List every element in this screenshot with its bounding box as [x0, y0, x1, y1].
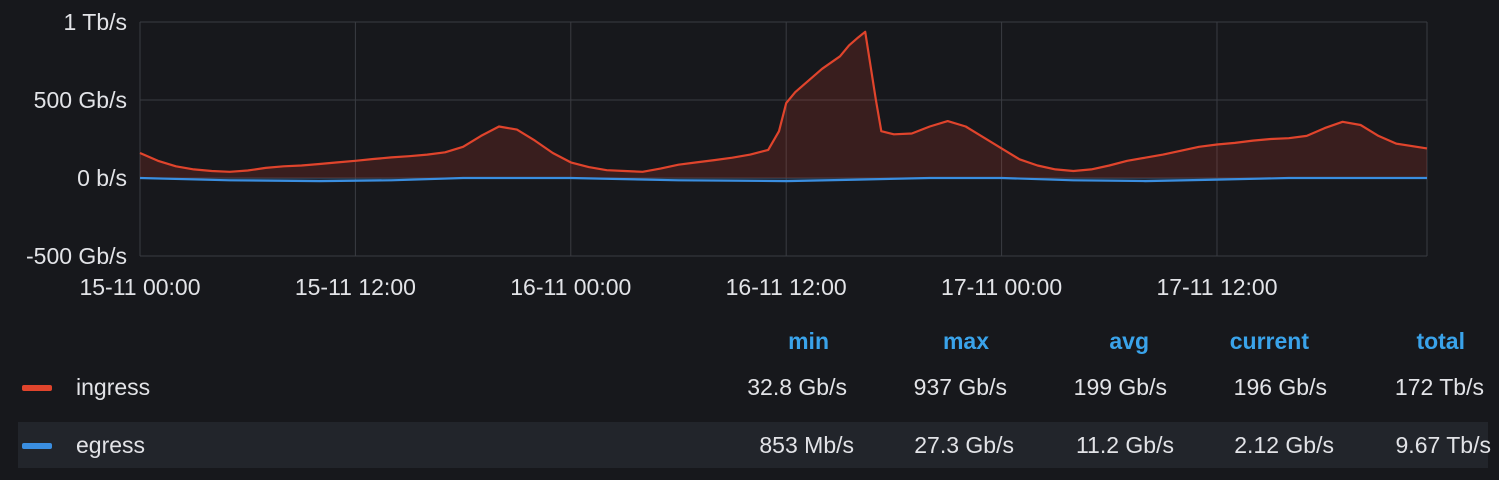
- ingress-max: 937 Gb/s: [913, 374, 1007, 400]
- series-line-egress: [139, 176, 1427, 183]
- y-tick-label: -500 Gb/s: [26, 243, 127, 269]
- egress-min: 853 Mb/s: [759, 432, 854, 458]
- legend-swatch-ingress: [22, 385, 52, 391]
- x-tick-label: 15-11 12:00: [295, 274, 416, 300]
- legend-swatch-egress: [22, 443, 52, 449]
- legend-header: min max avg current total: [0, 318, 1499, 364]
- egress-max: 27.3 Gb/s: [914, 432, 1014, 458]
- legend-col-total[interactable]: total: [1416, 328, 1465, 354]
- x-tick-label: 16-11 00:00: [510, 274, 631, 300]
- legend-label-ingress[interactable]: ingress: [76, 374, 151, 400]
- ingress-current: 196 Gb/s: [1233, 374, 1327, 400]
- legend-table: min max avg current total ingress 32.8 G…: [0, 318, 1499, 480]
- legend-col-max[interactable]: max: [942, 328, 989, 354]
- legend-col-avg[interactable]: avg: [1109, 328, 1149, 354]
- legend-row-egress[interactable]: egress 853 Mb/s 27.3 Gb/s 11.2 Gb/s 2.12…: [18, 422, 1491, 468]
- series-line-ingress: [139, 30, 1428, 173]
- legend-col-min[interactable]: min: [788, 328, 829, 354]
- y-axis: 1 Tb/s 500 Gb/s 0 b/s -500 Gb/s: [26, 9, 127, 269]
- egress-current: 2.12 Gb/s: [1234, 432, 1334, 458]
- x-tick-label: 16-11 12:00: [726, 274, 847, 300]
- y-tick-label: 1 Tb/s: [64, 9, 128, 35]
- legend-col-current[interactable]: current: [1229, 328, 1309, 354]
- legend-label-egress[interactable]: egress: [76, 432, 146, 458]
- chart-grid: [139, 21, 1428, 257]
- y-tick-label: 500 Gb/s: [34, 87, 127, 113]
- egress-avg: 11.2 Gb/s: [1075, 432, 1174, 458]
- legend-row-ingress[interactable]: ingress 32.8 Gb/s 937 Gb/s 199 Gb/s 196 …: [0, 364, 1499, 410]
- x-tick-label: 17-11 00:00: [941, 274, 1062, 300]
- x-axis: 15-11 00:00 15-11 12:00 16-11 00:00 16-11 1…: [79, 274, 1277, 300]
- x-tick-label: 17-11 12:00: [1156, 274, 1277, 300]
- y-tick-label: 0 b/s: [77, 165, 127, 191]
- x-tick-label: 15-11 00:00: [79, 274, 200, 300]
- traffic-chart: 1 Tb/s 500 Gb/s 0 b/s -500 Gb/s 15-11 00:00…: [26, 9, 1428, 300]
- egress-total: 9.67 Tb/s: [1395, 432, 1491, 458]
- ingress-total: 172 Tb/s: [1394, 374, 1484, 400]
- series-layer: [139, 30, 1428, 183]
- series-area-ingress: [140, 31, 1427, 178]
- ingress-avg: 199 Gb/s: [1073, 374, 1167, 400]
- ingress-min: 32.8 Gb/s: [747, 374, 847, 400]
